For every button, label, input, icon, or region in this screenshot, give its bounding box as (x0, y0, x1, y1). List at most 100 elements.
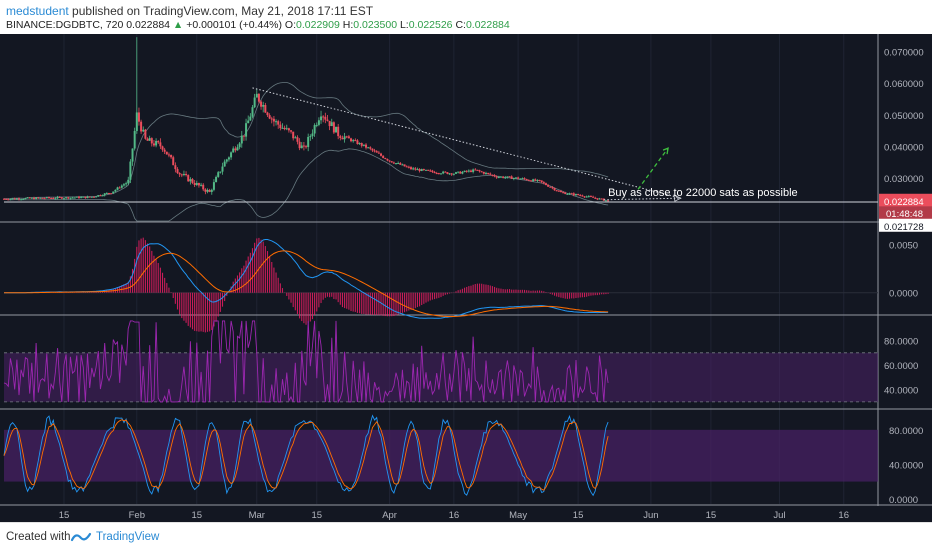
trendline (252, 87, 682, 199)
candle-body (296, 137, 299, 142)
candle-body (337, 126, 340, 137)
author-link[interactable]: medstudent (6, 4, 69, 18)
candle-body (581, 195, 584, 197)
candle-body (395, 163, 398, 165)
candle-body (144, 129, 147, 139)
candle-body (285, 128, 288, 130)
candle-body (373, 150, 376, 152)
candle-body (245, 123, 248, 137)
candle-body (287, 128, 290, 131)
price-tick-label: 0.040000 (884, 143, 924, 154)
candle-body (589, 196, 592, 198)
candle-body (15, 198, 18, 200)
candle-body (146, 138, 149, 141)
candle-body (435, 173, 438, 175)
candle-body (17, 198, 20, 200)
candle-body (294, 137, 297, 139)
last-price-tag (879, 193, 932, 207)
chart-canvas[interactable]: Buy as close to 22000 sats as possible 0.… (0, 34, 932, 522)
candle-body (142, 129, 145, 132)
candle-body (298, 141, 301, 149)
price-tick-label: 0.070000 (884, 47, 924, 58)
candle-body (41, 197, 44, 199)
candle-body (547, 185, 550, 187)
time-tick-label: 16 (449, 510, 460, 521)
candle-body (551, 187, 554, 189)
rsi-tick-label: 40.0000 (884, 386, 918, 397)
candle-body (594, 197, 597, 199)
candle-body (272, 118, 275, 122)
candle-body (95, 196, 98, 198)
candle-body (397, 163, 400, 165)
countdown-tag (879, 206, 932, 220)
candle-body (32, 197, 35, 200)
candle-body (566, 193, 569, 195)
candle-body (11, 198, 14, 200)
candle-body (564, 192, 567, 195)
candle-body (7, 199, 10, 201)
candle-body (223, 161, 226, 167)
candle-body (101, 195, 104, 197)
candle-body (399, 163, 402, 165)
candle-body (504, 177, 507, 179)
high-value: 0.023500 (353, 19, 398, 31)
candle-body (315, 124, 318, 126)
countdown-tag-label: 01:48:48 (886, 209, 923, 220)
candle-body (369, 147, 372, 149)
time-tick-label: Jun (643, 510, 658, 521)
candle-body (129, 161, 132, 180)
candle-body (514, 177, 517, 179)
tradingview-logo-icon (70, 532, 92, 542)
candle-body (412, 168, 415, 170)
candle-body (148, 138, 151, 141)
candle-body (442, 171, 445, 174)
open-value: 0.022909 (296, 19, 340, 31)
candle-body (58, 196, 61, 198)
candle-body (193, 183, 196, 186)
candle-body (469, 170, 472, 172)
candle-body (172, 157, 175, 166)
candle-body (371, 148, 374, 151)
stoch-tick-label: 0.0000 (889, 495, 918, 506)
candle-body (487, 172, 490, 174)
time-tick-label: Apr (382, 510, 397, 521)
candle-body (358, 143, 361, 145)
breakout-arrow-icon (662, 147, 669, 155)
candle-body (174, 165, 177, 170)
candle-body (116, 187, 119, 190)
candle-body (320, 116, 323, 121)
candle-body (425, 169, 428, 171)
candle-body (335, 126, 338, 133)
footer-bar: Created with TradingView (0, 522, 932, 551)
candle-body (99, 195, 102, 197)
published-text: published on TradingView.com, May 21, 20… (68, 4, 374, 18)
candle-body (35, 197, 38, 200)
candle-body (352, 140, 355, 142)
candle-body (69, 197, 72, 199)
candle-body (39, 197, 42, 199)
candle-body (577, 194, 580, 196)
candle-body (465, 170, 468, 172)
candle-body (279, 124, 282, 129)
stoch-band (4, 429, 878, 482)
candle-body (187, 175, 190, 182)
tradingview-link[interactable]: TradingView (96, 531, 160, 543)
time-tick-label: Jul (773, 510, 785, 521)
candle-body (182, 173, 185, 175)
candle-body (240, 135, 243, 144)
candle-body (47, 197, 50, 199)
candle-body (110, 193, 113, 195)
time-tick-label: 16 (838, 510, 849, 521)
candle-body (56, 196, 59, 199)
candle-body (491, 174, 494, 176)
candle-body (345, 136, 348, 138)
candle-body (463, 170, 466, 172)
candle-body (67, 197, 70, 199)
candle-body (178, 173, 181, 175)
candle-body (236, 147, 239, 151)
time-tick-label: Mar (249, 510, 265, 521)
symbol-ohlc-line: BINANCE:DGDBTC, 720 0.022884 ▲ +0.000101… (6, 19, 510, 31)
candle-body (420, 169, 423, 172)
last-price: 0.022884 (126, 19, 170, 31)
candle-body (495, 176, 498, 178)
